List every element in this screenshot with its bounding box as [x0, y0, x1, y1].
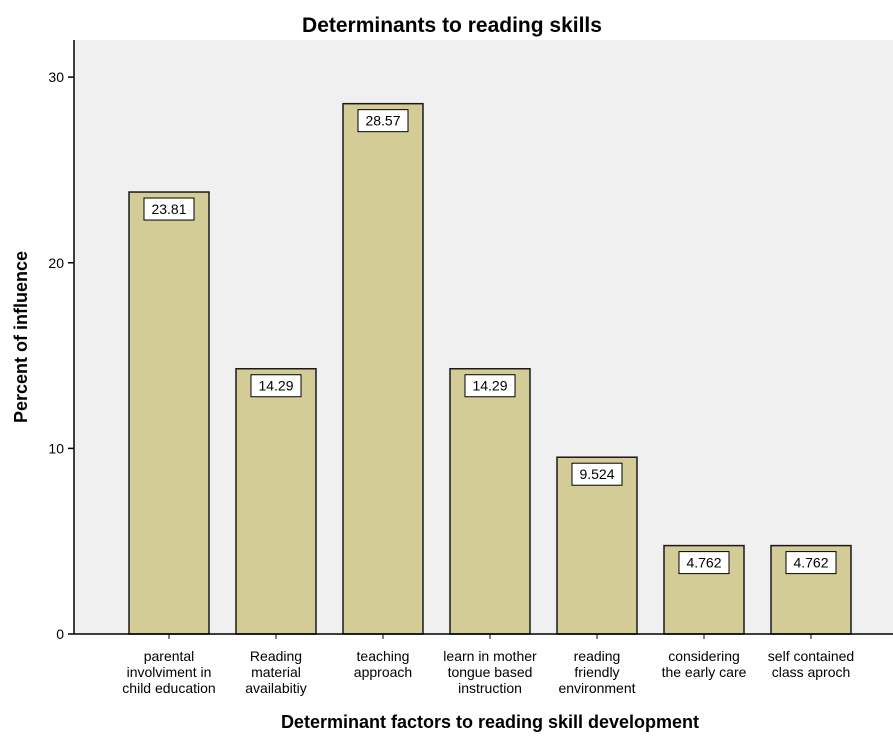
y-axis-title: Percent of influence — [11, 251, 31, 423]
x-tick-label: learn in mother tongue based instruction — [443, 648, 537, 696]
x-tick-label: Reading material availabitiy — [245, 648, 306, 696]
data-label: 28.57 — [365, 113, 400, 129]
y-tick-label: 30 — [48, 69, 64, 85]
data-label: 14.29 — [258, 378, 293, 394]
x-tick-label: reading friendly environment — [558, 648, 635, 696]
bar — [342, 102, 424, 635]
y-ticks-layer: 0 10 20 30 — [48, 69, 74, 642]
data-label-box — [250, 374, 302, 398]
bar — [449, 367, 531, 635]
data-label-box — [357, 109, 409, 133]
data-label-box — [143, 197, 195, 221]
x-tick-label: parental involviment in child education — [122, 648, 215, 696]
bar — [556, 456, 638, 635]
data-label: 4.762 — [686, 555, 721, 571]
y-tick-label: 0 — [56, 626, 64, 642]
chart-title: Determinants to reading skills — [302, 14, 602, 37]
x-categories-layer: parental involviment in child education Rea… — [122, 634, 854, 696]
data-labels-layer: 23.81 14.29 28.57 14.29 9.524 4.762 4.762 — [143, 109, 837, 575]
data-label: 9.524 — [579, 466, 614, 482]
x-axis-title: Determinant factors to reading skill dev… — [281, 712, 699, 732]
data-label: 4.762 — [793, 555, 828, 571]
data-label: 14.29 — [472, 378, 507, 394]
data-label-box — [464, 374, 516, 398]
x-tick-label: considering the early care — [662, 648, 747, 680]
data-label-box — [678, 551, 730, 575]
y-tick-label: 10 — [48, 440, 64, 456]
bar — [128, 191, 210, 635]
x-tick-label: self contained class aproch — [768, 648, 854, 680]
y-tick-label: 20 — [48, 255, 64, 271]
data-label: 23.81 — [151, 201, 186, 217]
bar — [235, 367, 317, 635]
x-tick-label: teaching approach — [354, 648, 412, 680]
data-label-box — [571, 462, 623, 486]
bars-layer — [128, 102, 852, 635]
data-label-box — [785, 551, 837, 575]
